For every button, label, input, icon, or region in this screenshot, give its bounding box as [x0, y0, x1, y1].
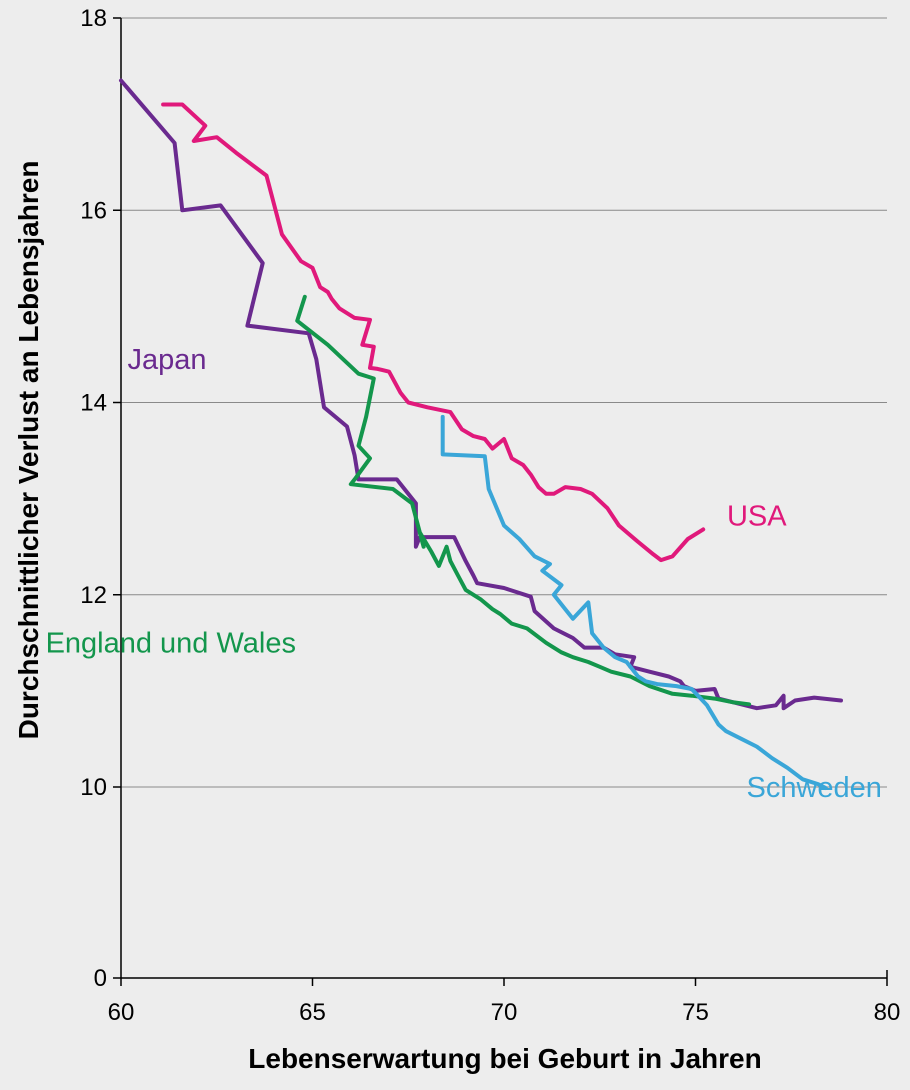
x-tick-label-65: 65	[299, 999, 326, 1026]
y-tick-label-16: 16	[80, 197, 107, 224]
series-annotations: USA Japan England und Wales Schweden	[46, 344, 882, 804]
y-tick-label-18: 18	[80, 5, 107, 32]
series-label-england-und-wales: England und Wales	[46, 627, 296, 659]
y-tick-label-14: 14	[80, 390, 107, 417]
series-label-schweden: Schweden	[747, 772, 882, 804]
series-lines	[119, 78, 843, 790]
series-line-usa	[161, 102, 706, 563]
x-tick-label-60: 60	[108, 999, 135, 1026]
series-label-japan: Japan	[127, 344, 206, 376]
tick-labels: 0 10 12 14 16 18 60 65 70 75 80	[80, 5, 900, 1026]
y-tick-label-12: 12	[80, 582, 107, 609]
y-tick-label-10: 10	[80, 774, 107, 801]
x-axis-title: Lebenserwartung bei Geburt in Jahren	[248, 1043, 761, 1074]
gridlines	[121, 17, 887, 788]
series-label-usa: USA	[727, 501, 787, 533]
x-tick-label-75: 75	[682, 999, 709, 1026]
x-tick-label-80: 80	[874, 999, 901, 1026]
series-line-england-und-wales	[295, 294, 752, 707]
series-line-japan	[119, 78, 843, 711]
x-tick-label-70: 70	[491, 999, 518, 1026]
axes	[113, 17, 888, 986]
series-line-schweden	[440, 414, 828, 790]
y-tick-label-0: 0	[94, 965, 107, 992]
y-axis-title: Durchschnittlicher Verlust an Lebensjahr…	[13, 161, 44, 740]
